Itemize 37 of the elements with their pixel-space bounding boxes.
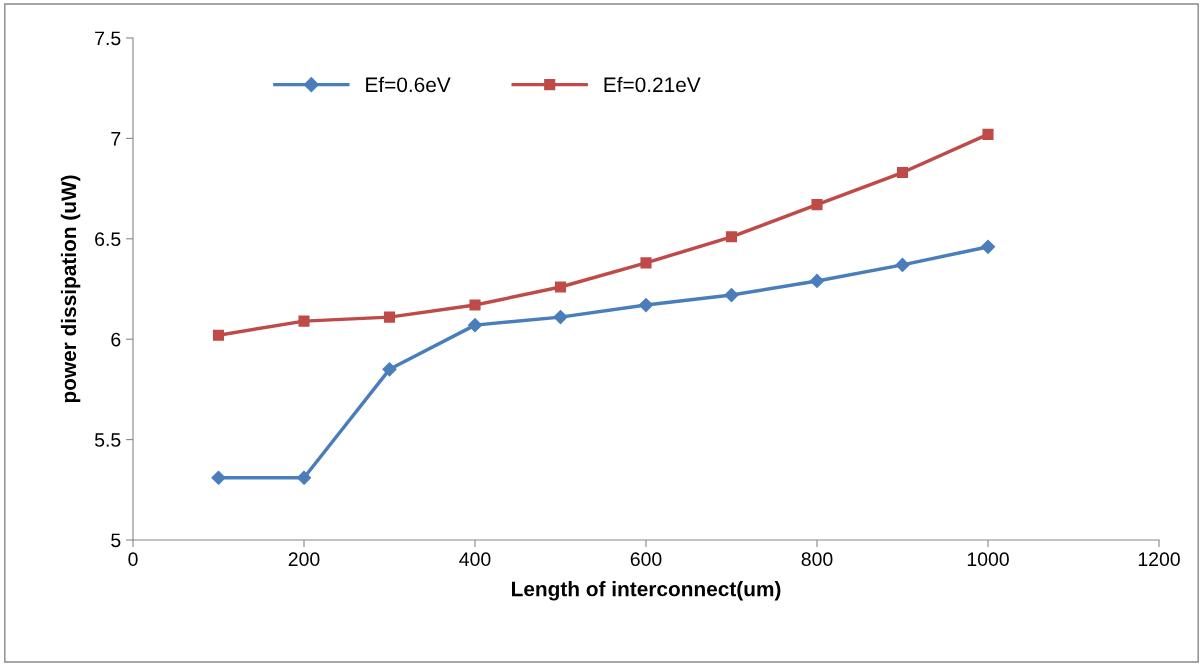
point <box>809 273 825 289</box>
x-tick-label: 800 <box>801 552 833 567</box>
point <box>980 239 996 254</box>
legend-label: Ef=0.21eV <box>604 76 701 93</box>
point <box>554 281 567 293</box>
point <box>553 310 568 325</box>
point <box>382 362 397 377</box>
y-tick-label: 7.5 <box>95 31 121 46</box>
point <box>724 287 739 303</box>
point <box>640 257 652 269</box>
point <box>982 128 994 140</box>
y-tick-label: 6 <box>111 332 121 347</box>
x-tick-label: 600 <box>630 552 662 567</box>
point <box>212 329 225 341</box>
y-tick-label: 7 <box>111 132 121 146</box>
point <box>638 297 654 313</box>
x-tick-label: 200 <box>288 552 320 567</box>
point <box>469 299 481 311</box>
legend-label: Ef=0.6eV <box>366 76 451 93</box>
point <box>896 166 909 179</box>
point <box>296 470 312 485</box>
point <box>725 231 738 243</box>
point <box>895 257 910 272</box>
x-tick-label: 0 <box>128 552 138 567</box>
y-axis-title: power dissipation (uW) <box>60 175 81 403</box>
y-tick-label: 5 <box>111 533 121 548</box>
point <box>211 470 226 485</box>
x-tick-label: 1000 <box>967 552 1009 567</box>
point <box>298 315 310 327</box>
y-tick-label: 5.5 <box>94 433 121 447</box>
point <box>383 311 396 323</box>
x-axis-title: Length of interconnect(um) <box>512 581 781 601</box>
x-tick-label: 400 <box>459 552 491 567</box>
y-tick-label: 6.5 <box>95 232 121 247</box>
x-tick-label: 1200 <box>1138 552 1180 567</box>
point <box>467 318 483 333</box>
point <box>811 199 823 211</box>
